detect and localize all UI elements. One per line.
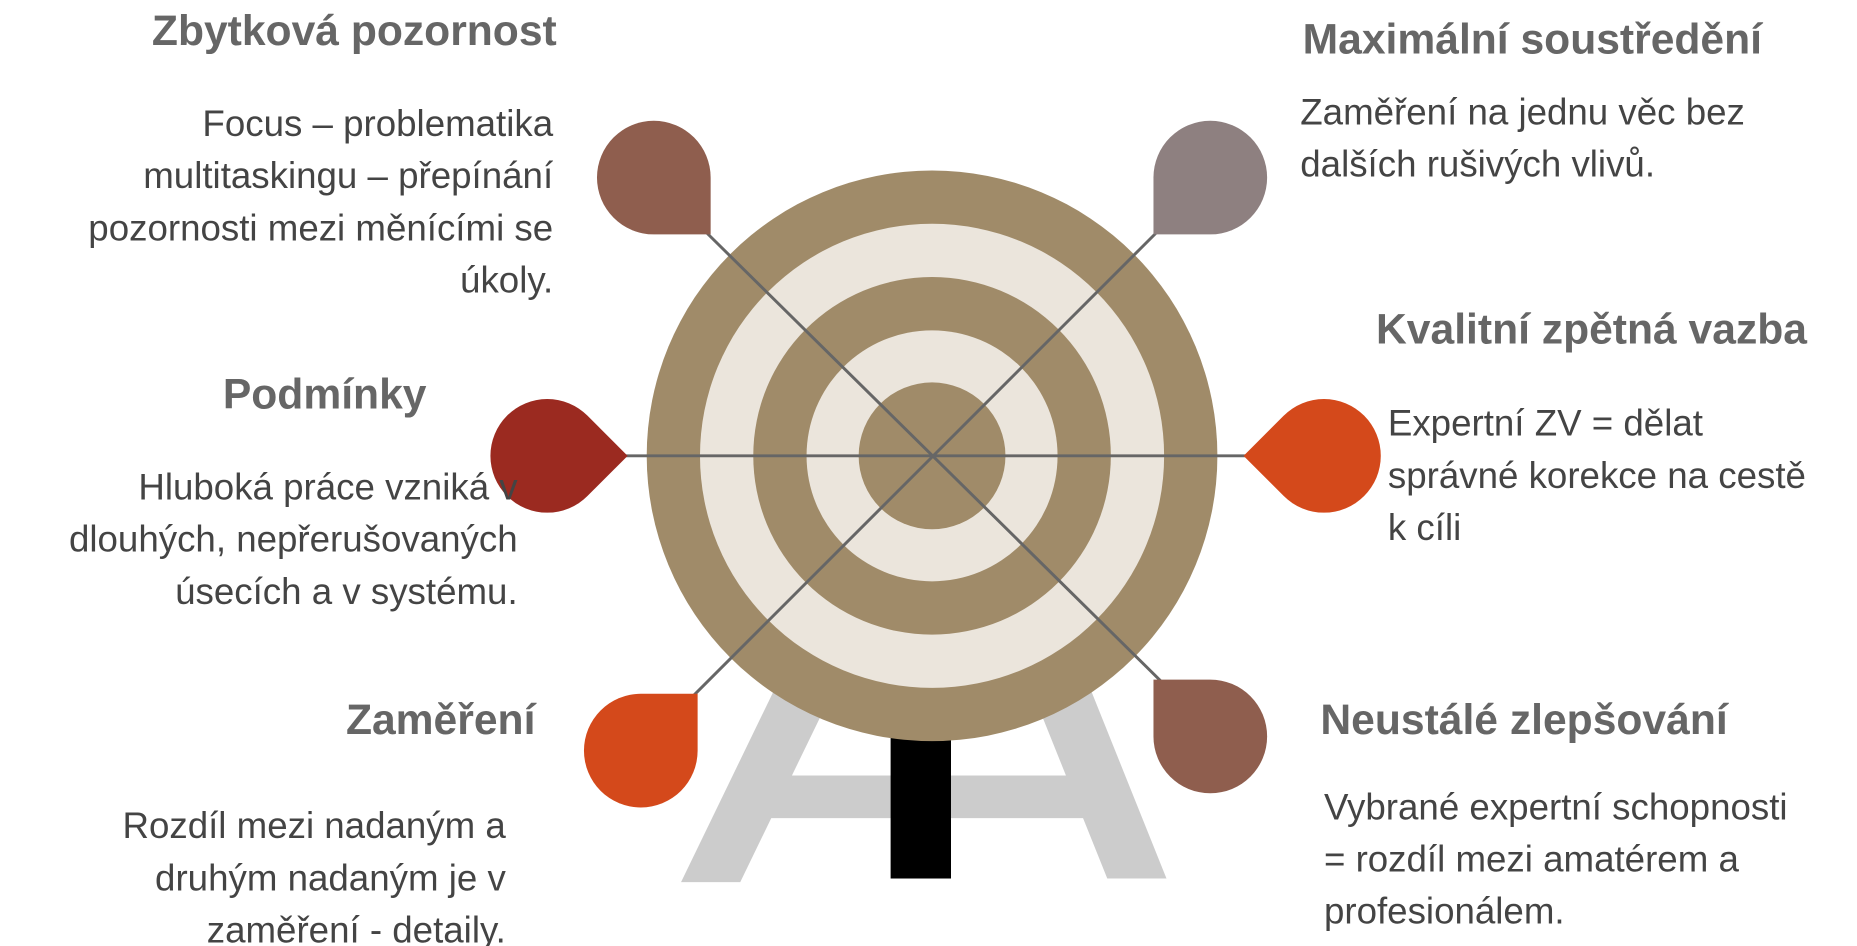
marker (584, 694, 698, 808)
item-body-line: dlouhých, nepřerušovaných (69, 519, 518, 560)
item-title: Kvalitní zpětná vazba (1376, 305, 1807, 353)
item-body-line: = rozdíl mezi amatérem a (1324, 838, 1740, 879)
item-body-line: profesionálem. (1324, 891, 1565, 932)
item-body-line: k cíli (1388, 507, 1461, 548)
item-title: Zaměření (346, 696, 537, 744)
item-body-line: druhým nadaným je v (155, 857, 506, 898)
marker (1244, 375, 1405, 536)
marker (1153, 121, 1267, 235)
item-body-line: multitaskingu – přepínání (143, 155, 554, 196)
item-body-line: Expertní ZV = dělat (1388, 403, 1703, 444)
item-body-line: správné korekce na cestě (1388, 455, 1806, 496)
item-body-line: dalších rušivých vlivů. (1300, 143, 1655, 184)
item-title: Neustálé zlepšování (1320, 696, 1728, 744)
item-body-line: Vybrané expertní schopnosti (1324, 786, 1788, 827)
marker (597, 121, 711, 235)
item-body-line: úsecích a v systému. (175, 571, 518, 612)
item-title: Zbytková pozornost (152, 7, 557, 55)
item-body-line: Focus – problematika (202, 103, 553, 144)
item-title: Podmínky (223, 370, 427, 418)
marker (467, 375, 628, 536)
page: {"items":[ {"title":"Zbytková pozornost"… (0, 0, 1857, 946)
item-body-line: Zaměření na jednu věc bez (1300, 91, 1745, 132)
diagram: Zbytková pozornost Focus – problematika mu… (0, 0, 1857, 946)
item-body-line: Rozdíl mezi nadaným a (122, 805, 506, 846)
item-body-line: úkoly. (460, 259, 553, 300)
marker (1153, 680, 1267, 794)
item-body-line: Hluboká práce vzniká v (138, 467, 518, 508)
item-body-line: pozornosti mezi měnícími se (88, 207, 553, 248)
item-title: Maximální soustředění (1303, 15, 1764, 63)
item-body-line: zaměření - detaily. (207, 909, 506, 946)
